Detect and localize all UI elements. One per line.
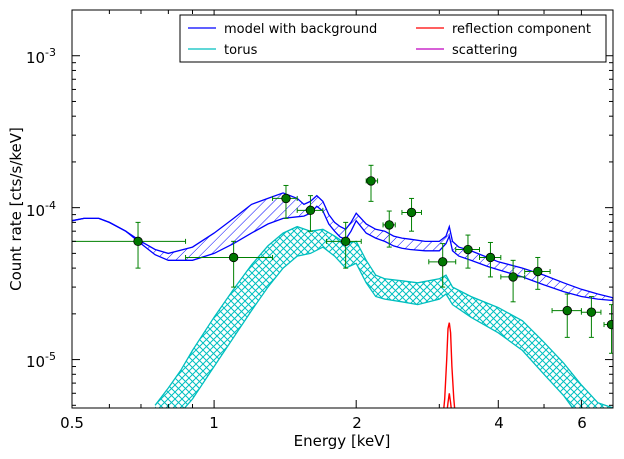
reflection-line-0 xyxy=(443,322,456,408)
model-band-upper xyxy=(72,192,613,299)
x-tick-labels: 0.5 1 2 4 6 xyxy=(60,414,587,432)
legend-label-scattering: scattering xyxy=(452,43,518,58)
x-tick-label-0.5: 0.5 xyxy=(60,414,84,432)
legend-box xyxy=(179,14,607,63)
legend-label-torus: torus xyxy=(224,43,258,58)
data-point-13 xyxy=(562,305,572,316)
x-tick-label-1: 1 xyxy=(209,414,219,432)
model-band-lower xyxy=(72,205,613,302)
data-point-15 xyxy=(606,319,613,330)
plot-area xyxy=(72,164,613,408)
data-point-6 xyxy=(384,220,394,230)
data-point-8 xyxy=(437,257,448,267)
data-point-3 xyxy=(305,205,316,216)
legend: model with background reflection compone… xyxy=(179,14,607,63)
torus-band-upper xyxy=(154,225,613,408)
data-point-14 xyxy=(586,307,597,317)
data-point-12 xyxy=(533,266,543,277)
y-tick-label-1e-4: 10-4 xyxy=(26,199,56,220)
data-point-7 xyxy=(406,207,417,218)
legend-label-reflection: reflection component xyxy=(452,22,591,37)
reflection-line-1 xyxy=(446,393,452,408)
y-tick-label-1e-3: 10-3 xyxy=(26,46,56,67)
plot-frame xyxy=(71,9,614,409)
data-point-11 xyxy=(508,272,518,282)
y-axis-label: Count rate [cts/s/keV] xyxy=(7,127,25,291)
x-axis-label: Energy [keV] xyxy=(294,432,391,450)
data-point-4 xyxy=(340,236,351,247)
x-tick-label-2: 2 xyxy=(352,414,362,432)
axis-ticks xyxy=(71,9,614,408)
x-tick-label-6: 6 xyxy=(577,414,587,432)
data-point-9 xyxy=(463,244,473,255)
y-tick-labels: 10-3 10-4 10-5 xyxy=(26,46,56,371)
data-point-10 xyxy=(485,252,496,263)
x-tick-label-4: 4 xyxy=(494,414,504,432)
data-point-1 xyxy=(228,252,239,263)
torus-band-lower xyxy=(183,246,574,408)
y-tick-label-1e-5: 10-5 xyxy=(26,350,56,371)
legend-label-model: model with background xyxy=(224,22,377,37)
data-point-5 xyxy=(366,176,376,186)
data-point-2 xyxy=(281,193,291,204)
torus-band-fill xyxy=(155,226,613,408)
data-point-0 xyxy=(133,236,143,247)
